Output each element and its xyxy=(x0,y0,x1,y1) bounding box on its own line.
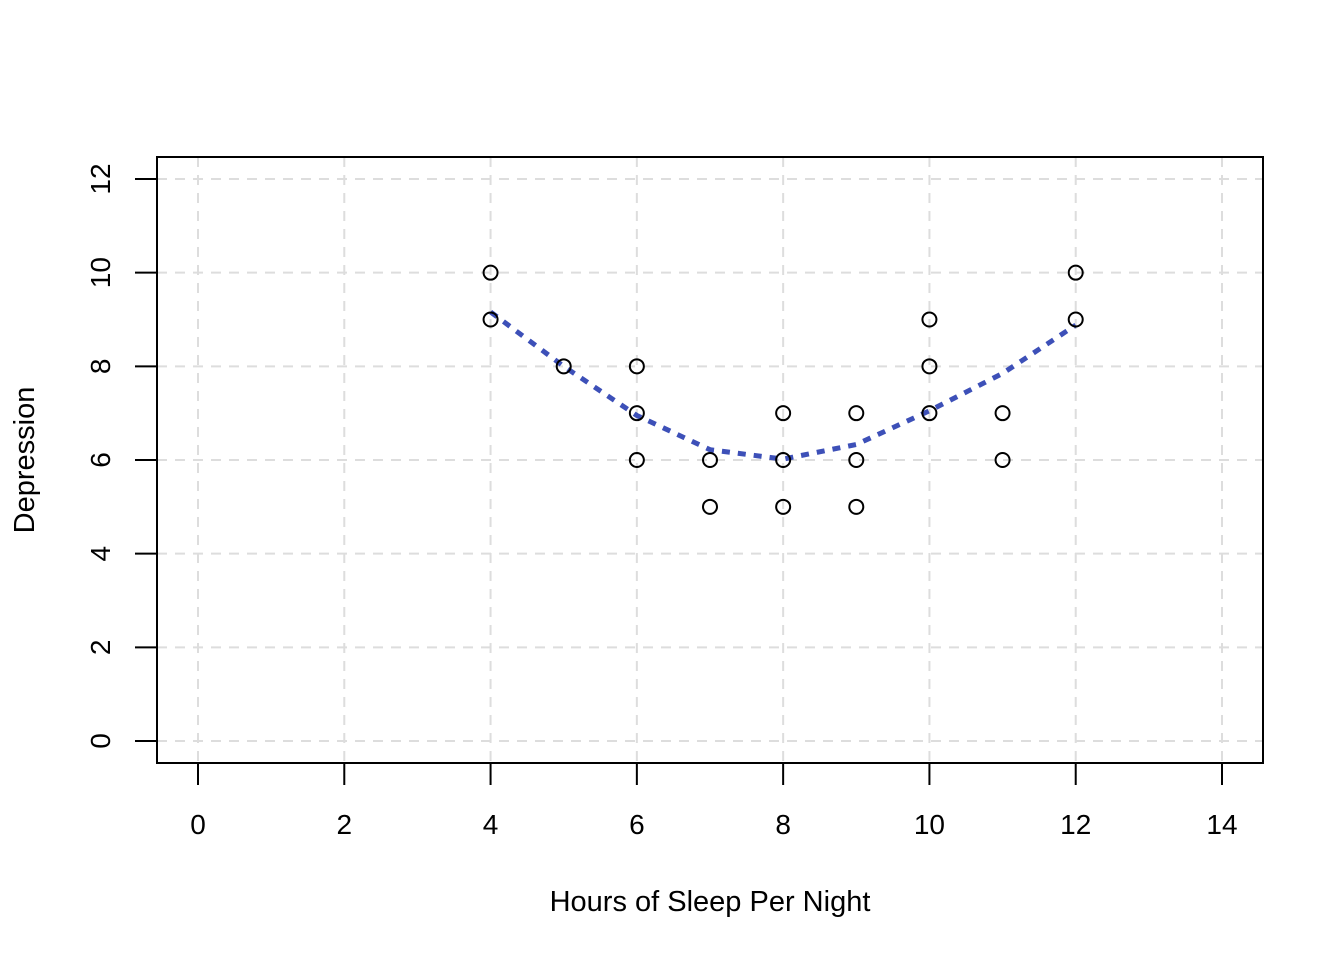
y-tick-label: 12 xyxy=(85,163,116,194)
fit-curve-layer xyxy=(489,309,1078,462)
data-point xyxy=(775,498,792,515)
data-point xyxy=(775,452,792,468)
x-tick-label: 0 xyxy=(190,809,206,840)
x-tick-label: 2 xyxy=(336,809,352,840)
data-point xyxy=(994,405,1011,422)
data-point xyxy=(1067,311,1084,328)
x-tick-label: 8 xyxy=(775,809,791,840)
x-tick-label: 10 xyxy=(914,809,945,840)
data-point xyxy=(848,498,865,515)
y-tick-label: 8 xyxy=(85,359,116,375)
data-point xyxy=(702,452,718,468)
data-point xyxy=(628,452,645,468)
data-point xyxy=(994,452,1011,468)
data-point xyxy=(848,405,865,422)
data-point xyxy=(1067,264,1084,281)
y-tick-label: 6 xyxy=(85,452,116,468)
data-points-layer xyxy=(482,264,1084,515)
data-point xyxy=(628,358,645,375)
y-tick-label: 0 xyxy=(85,733,116,749)
data-point xyxy=(482,311,499,328)
y-tick-label: 4 xyxy=(85,546,116,562)
y-axis-title: Depression xyxy=(9,387,41,534)
y-tick-label: 2 xyxy=(85,640,116,656)
data-point xyxy=(702,498,718,515)
data-point xyxy=(921,405,938,422)
x-axis: 0 2 4 6 8 10 12 14 xyxy=(190,762,1238,840)
data-point xyxy=(628,405,645,422)
y-tick-label: 10 xyxy=(85,257,116,288)
data-point xyxy=(848,452,865,468)
x-tick-label: 12 xyxy=(1060,809,1091,840)
data-point xyxy=(921,311,938,328)
y-axis: 0 2 4 6 8 10 12 xyxy=(85,163,158,749)
x-tick-label: 14 xyxy=(1206,809,1237,840)
fit-curve xyxy=(489,309,1078,462)
data-point xyxy=(921,358,938,375)
data-point xyxy=(775,405,792,422)
grid-layer xyxy=(157,157,1263,763)
x-tick-label: 6 xyxy=(629,809,645,840)
x-tick-label: 4 xyxy=(483,809,499,840)
x-axis-title: Hours of Sleep Per Night xyxy=(550,886,871,918)
data-point xyxy=(482,264,499,281)
data-point xyxy=(555,358,572,375)
